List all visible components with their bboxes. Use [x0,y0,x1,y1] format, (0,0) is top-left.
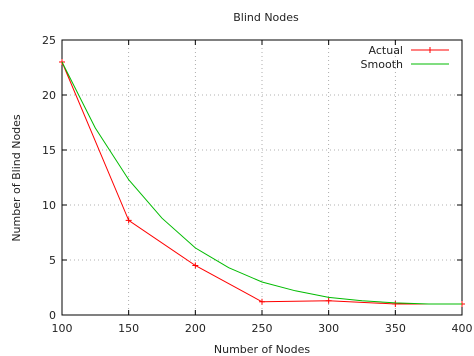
y-axis-label: Number of Blind Nodes [10,114,23,242]
x-axis-ticks: 100 150 200 250 300 350 400 [52,40,473,335]
data-point-actual [192,262,199,269]
y-axis-ticks: 0 5 10 15 20 25 [42,34,462,322]
y-tick-label: 15 [42,144,56,157]
x-tick-label: 200 [185,322,206,335]
data-point-actual [125,217,132,224]
x-tick-label: 300 [318,322,339,335]
y-tick-label: 5 [49,254,56,267]
legend-marker-actual [427,47,433,53]
legend-label-actual: Actual [369,44,403,57]
x-tick-label: 100 [52,322,73,335]
x-tick-label: 250 [252,322,273,335]
x-tick-label: 350 [385,322,406,335]
legend-label-smooth: Smooth [361,58,403,71]
x-axis-label: Number of Nodes [214,343,310,356]
data-point-actual [392,301,399,307]
y-tick-label: 0 [49,309,56,322]
series-layer [59,59,465,307]
series-line-smooth [61,61,462,305]
x-tick-label: 150 [118,322,139,335]
chart-title: Blind Nodes [233,11,299,24]
y-tick-label: 25 [42,34,56,47]
data-point-actual [259,298,265,305]
y-tick-label: 20 [42,89,56,102]
plot-frame [61,39,463,316]
data-point-actual [325,297,332,304]
x-tick-label: 400 [452,322,473,335]
series-line-actual [61,61,462,305]
y-tick-label: 10 [42,199,56,212]
grid [62,40,462,315]
